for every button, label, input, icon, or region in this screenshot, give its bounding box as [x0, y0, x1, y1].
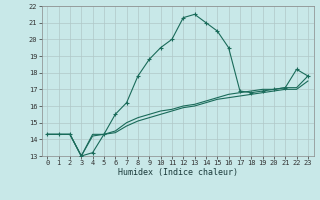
X-axis label: Humidex (Indice chaleur): Humidex (Indice chaleur): [118, 168, 237, 177]
